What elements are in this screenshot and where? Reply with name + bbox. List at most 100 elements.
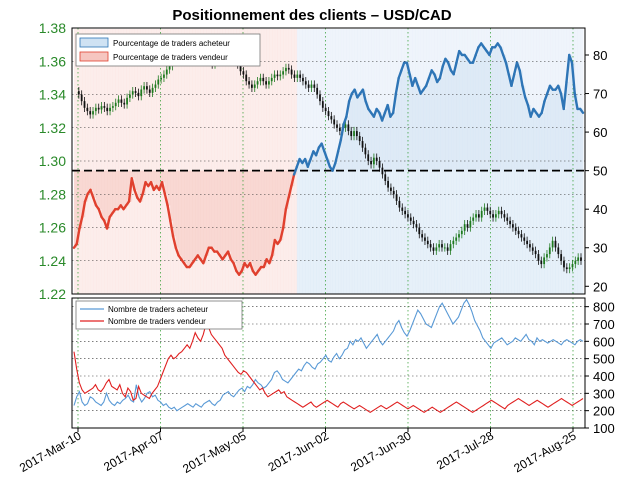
pct-area-band [552,89,556,171]
pct-area-band [211,170,215,248]
pct-area-band [500,47,504,171]
candle-body [355,131,358,137]
pct-area-band [390,116,394,171]
pct-bg-upper [118,29,122,171]
candle-body [344,124,347,128]
candle-body [463,224,466,231]
pct-bg-upper [296,29,301,171]
pct-line-segment [339,123,345,141]
candle-body [253,84,256,88]
pct-bg-lower [511,170,515,294]
count-axis-ticks: 100 200 300 400 500 600 700 800 [585,300,615,436]
candle-body [250,84,253,88]
candle-body [412,220,415,225]
pct-area-band [448,62,452,171]
pct-bg-lower [530,170,534,294]
pct-area-band [307,166,312,171]
pct-bg-lower [93,170,97,294]
lower-legend-box [75,300,243,330]
pct-line-segment [314,146,321,157]
candle-body [384,174,387,181]
pct-bg-upper [222,29,226,171]
pct-area-band [250,170,254,264]
pct-line-segment [568,53,574,64]
pct-bg-lower [85,170,89,294]
pct-line-segment [573,92,579,111]
pct-bg-upper [269,29,273,171]
pct-area-band [522,85,526,171]
pct-bg-lower [373,170,378,294]
pct-bg-upper [305,29,309,171]
pct-area-band [123,170,127,210]
candle-body [353,131,355,137]
pct-line-segment [386,103,392,118]
pct-area-band [184,170,188,264]
pct-bg-upper [365,29,369,171]
pct-bg-upper [197,29,201,171]
pct-bg-lower [558,170,562,294]
lower-legend: Nombre de traders acheteur Nombre de tra… [75,300,243,330]
candle-body [293,74,296,78]
pct-bg-upper [195,29,199,171]
percentage-axis-ticks: 20 30 40 50 60 70 80 [585,48,607,294]
pct-bg-upper [87,29,91,171]
pct-bg-lower [307,170,312,294]
pct-bg-lower [544,170,548,294]
pct-area-band [544,101,548,171]
candle-body [375,157,378,161]
pct-bg-lower [145,170,149,294]
pct-bg-lower [310,170,314,294]
candle-body [248,81,250,85]
candle-body [469,220,472,228]
candle-body [163,74,165,78]
candle-body [148,89,151,93]
candle-body [245,74,248,82]
pct-area-band [461,54,466,171]
pct-area-band [538,116,543,171]
pct-area-band [109,170,113,217]
pct-bg-lower [164,170,168,294]
candle-body [313,84,316,88]
candle-body [299,74,302,78]
date-tick-label: 2017-Mar-10 [17,428,84,475]
candle-body [540,260,543,265]
candle-body [455,237,458,241]
pct-bg-lower [439,170,444,294]
pct-bg-lower [571,170,576,294]
pct-line-segment [562,80,568,111]
pct-line-segment [518,69,524,88]
pct-bg-lower [442,170,446,294]
pct-bg-upper [307,29,312,171]
pct-bg-upper [379,29,383,171]
pct-area-band [445,58,449,171]
candle-body [151,87,154,93]
pct-bg-upper [338,29,342,171]
pct-bg-upper [228,29,232,171]
pct-bg-upper [343,29,347,171]
candle-body [438,244,441,248]
pct-bg-lower [340,170,345,294]
pct-bg-upper [277,29,281,171]
pct-bg-upper [178,29,182,171]
count-tick-label: 500 [593,352,615,367]
candle-body [168,66,171,70]
pct-line-segment [499,46,505,57]
pct-area-band [318,147,323,171]
pct-line-segment [400,61,406,72]
pct-bg-upper [332,29,336,171]
count-tick-label: 400 [593,369,615,384]
pct-bg-upper [134,29,138,171]
pct-area-band [324,151,328,171]
candle-body [432,247,435,251]
pct-line-segment [169,219,175,238]
pct-bg-upper [153,29,157,171]
candle-body [143,86,145,90]
pct-bg-upper [291,29,295,171]
candle-body [520,234,523,238]
pct-area-band [481,43,485,171]
pct-bg-upper [211,29,215,171]
pct-line-segment [202,254,208,265]
candle-body [316,87,319,95]
count-tick-label: 800 [593,300,615,315]
candle-body [114,102,117,107]
